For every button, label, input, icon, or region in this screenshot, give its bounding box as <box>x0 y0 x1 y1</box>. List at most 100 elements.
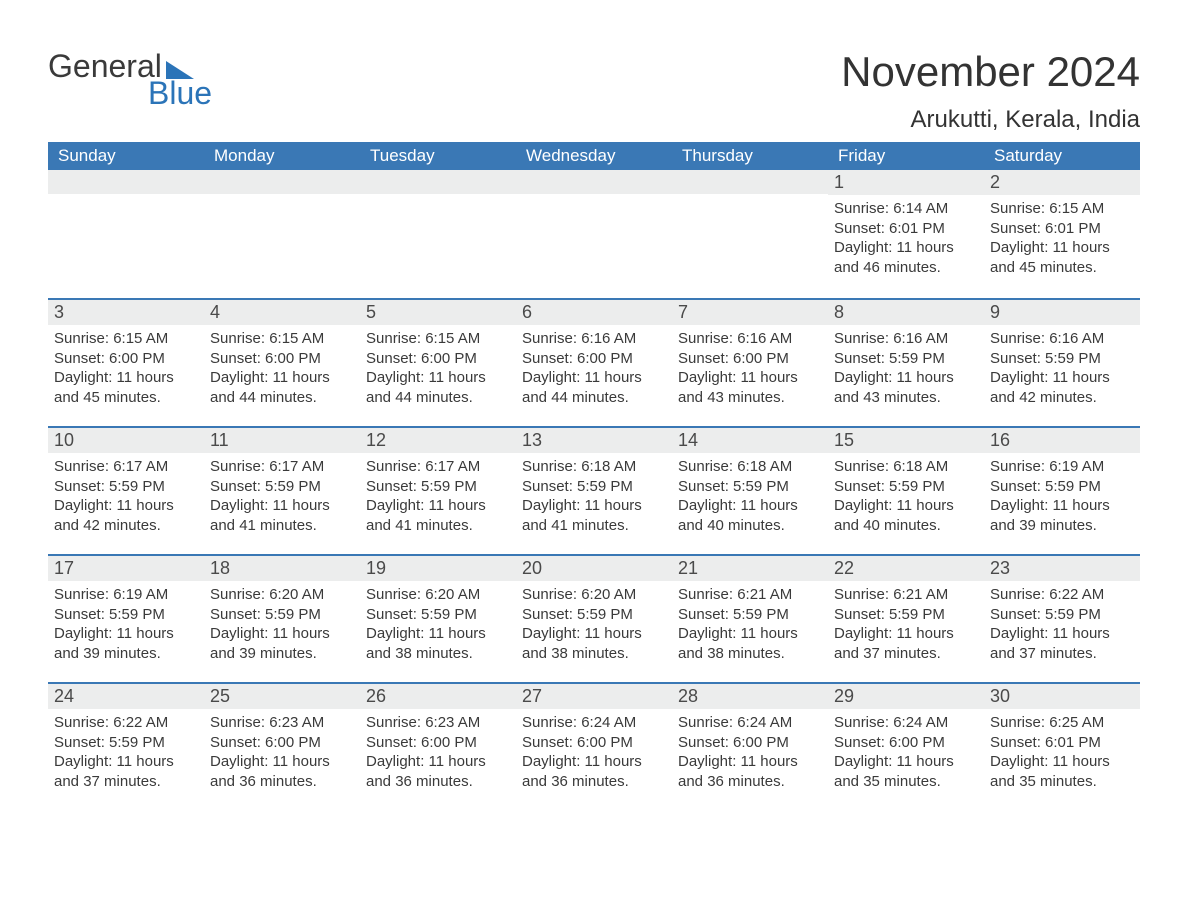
day-number: 27 <box>516 682 672 709</box>
day-details: Sunrise: 6:22 AMSunset: 5:59 PMDaylight:… <box>48 709 204 791</box>
daylight-text: Daylight: 11 hours and 38 minutes. <box>366 624 510 663</box>
day-number: 21 <box>672 554 828 581</box>
daylight-text: Daylight: 11 hours and 38 minutes. <box>522 624 666 663</box>
sunset-text: Sunset: 5:59 PM <box>54 733 198 753</box>
sunrise-text: Sunrise: 6:15 AM <box>210 329 354 349</box>
day-number: 12 <box>360 426 516 453</box>
calendar-head: SundayMondayTuesdayWednesdayThursdayFrid… <box>48 142 1140 170</box>
daylight-text: Daylight: 11 hours and 41 minutes. <box>522 496 666 535</box>
day-number: 28 <box>672 682 828 709</box>
day-details: Sunrise: 6:24 AMSunset: 6:00 PMDaylight:… <box>828 709 984 791</box>
sunset-text: Sunset: 6:01 PM <box>990 219 1134 239</box>
calendar-page: General Blue November 2024 Arukutti, Ker… <box>0 0 1188 850</box>
logo-text-general: General <box>48 48 162 85</box>
day-details: Sunrise: 6:21 AMSunset: 5:59 PMDaylight:… <box>672 581 828 663</box>
calendar-cell: 1Sunrise: 6:14 AMSunset: 6:01 PMDaylight… <box>828 170 984 298</box>
day-details: Sunrise: 6:25 AMSunset: 6:01 PMDaylight:… <box>984 709 1140 791</box>
day-number: 7 <box>672 298 828 325</box>
sunset-text: Sunset: 5:59 PM <box>678 477 822 497</box>
weekday-header: Thursday <box>672 142 828 170</box>
calendar-cell: 26Sunrise: 6:23 AMSunset: 6:00 PMDayligh… <box>360 682 516 810</box>
day-details: Sunrise: 6:18 AMSunset: 5:59 PMDaylight:… <box>516 453 672 535</box>
header-row: General Blue November 2024 Arukutti, Ker… <box>48 48 1140 134</box>
calendar-cell: 5Sunrise: 6:15 AMSunset: 6:00 PMDaylight… <box>360 298 516 426</box>
daylight-text: Daylight: 11 hours and 35 minutes. <box>990 752 1134 791</box>
calendar-cell <box>516 170 672 298</box>
day-details: Sunrise: 6:15 AMSunset: 6:00 PMDaylight:… <box>360 325 516 407</box>
calendar-cell: 20Sunrise: 6:20 AMSunset: 5:59 PMDayligh… <box>516 554 672 682</box>
day-number: 23 <box>984 554 1140 581</box>
sunset-text: Sunset: 6:00 PM <box>522 349 666 369</box>
calendar-cell: 22Sunrise: 6:21 AMSunset: 5:59 PMDayligh… <box>828 554 984 682</box>
day-number: 3 <box>48 298 204 325</box>
daylight-text: Daylight: 11 hours and 36 minutes. <box>522 752 666 791</box>
sunrise-text: Sunrise: 6:17 AM <box>54 457 198 477</box>
calendar-cell: 13Sunrise: 6:18 AMSunset: 5:59 PMDayligh… <box>516 426 672 554</box>
daylight-text: Daylight: 11 hours and 36 minutes. <box>678 752 822 791</box>
day-details: Sunrise: 6:19 AMSunset: 5:59 PMDaylight:… <box>984 453 1140 535</box>
weekday-header: Sunday <box>48 142 204 170</box>
day-details: Sunrise: 6:17 AMSunset: 5:59 PMDaylight:… <box>360 453 516 535</box>
day-number: 29 <box>828 682 984 709</box>
sunset-text: Sunset: 5:59 PM <box>210 477 354 497</box>
day-number: 13 <box>516 426 672 453</box>
calendar-week-row: 10Sunrise: 6:17 AMSunset: 5:59 PMDayligh… <box>48 426 1140 554</box>
logo-text-blue: Blue <box>148 75 212 112</box>
weekday-header: Saturday <box>984 142 1140 170</box>
sunset-text: Sunset: 5:59 PM <box>990 349 1134 369</box>
sunset-text: Sunset: 6:00 PM <box>678 733 822 753</box>
calendar-cell: 9Sunrise: 6:16 AMSunset: 5:59 PMDaylight… <box>984 298 1140 426</box>
calendar-cell: 27Sunrise: 6:24 AMSunset: 6:00 PMDayligh… <box>516 682 672 810</box>
daylight-text: Daylight: 11 hours and 38 minutes. <box>678 624 822 663</box>
calendar-body: 1Sunrise: 6:14 AMSunset: 6:01 PMDaylight… <box>48 170 1140 810</box>
calendar-cell: 6Sunrise: 6:16 AMSunset: 6:00 PMDaylight… <box>516 298 672 426</box>
daylight-text: Daylight: 11 hours and 44 minutes. <box>522 368 666 407</box>
sunset-text: Sunset: 5:59 PM <box>522 605 666 625</box>
day-details: Sunrise: 6:15 AMSunset: 6:01 PMDaylight:… <box>984 195 1140 277</box>
title-month: November 2024 <box>841 48 1140 96</box>
weekday-header: Tuesday <box>360 142 516 170</box>
sunrise-text: Sunrise: 6:23 AM <box>366 713 510 733</box>
day-details: Sunrise: 6:19 AMSunset: 5:59 PMDaylight:… <box>48 581 204 663</box>
day-details: Sunrise: 6:22 AMSunset: 5:59 PMDaylight:… <box>984 581 1140 663</box>
sunset-text: Sunset: 5:59 PM <box>834 605 978 625</box>
sunrise-text: Sunrise: 6:18 AM <box>834 457 978 477</box>
sunrise-text: Sunrise: 6:19 AM <box>54 585 198 605</box>
daylight-text: Daylight: 11 hours and 37 minutes. <box>54 752 198 791</box>
calendar-cell: 21Sunrise: 6:21 AMSunset: 5:59 PMDayligh… <box>672 554 828 682</box>
sunset-text: Sunset: 5:59 PM <box>54 605 198 625</box>
sunrise-text: Sunrise: 6:16 AM <box>522 329 666 349</box>
weekday-header: Monday <box>204 142 360 170</box>
calendar-week-row: 17Sunrise: 6:19 AMSunset: 5:59 PMDayligh… <box>48 554 1140 682</box>
calendar-cell: 18Sunrise: 6:20 AMSunset: 5:59 PMDayligh… <box>204 554 360 682</box>
daylight-text: Daylight: 11 hours and 45 minutes. <box>990 238 1134 277</box>
sunset-text: Sunset: 5:59 PM <box>522 477 666 497</box>
calendar-cell: 3Sunrise: 6:15 AMSunset: 6:00 PMDaylight… <box>48 298 204 426</box>
day-details: Sunrise: 6:15 AMSunset: 6:00 PMDaylight:… <box>48 325 204 407</box>
daylight-text: Daylight: 11 hours and 46 minutes. <box>834 238 978 277</box>
calendar-cell: 14Sunrise: 6:18 AMSunset: 5:59 PMDayligh… <box>672 426 828 554</box>
day-number: 4 <box>204 298 360 325</box>
sunrise-text: Sunrise: 6:22 AM <box>990 585 1134 605</box>
day-details: Sunrise: 6:17 AMSunset: 5:59 PMDaylight:… <box>48 453 204 535</box>
day-number: 20 <box>516 554 672 581</box>
day-number: 18 <box>204 554 360 581</box>
daylight-text: Daylight: 11 hours and 37 minutes. <box>990 624 1134 663</box>
sunrise-text: Sunrise: 6:22 AM <box>54 713 198 733</box>
daylight-text: Daylight: 11 hours and 43 minutes. <box>678 368 822 407</box>
sunset-text: Sunset: 6:01 PM <box>834 219 978 239</box>
day-details: Sunrise: 6:23 AMSunset: 6:00 PMDaylight:… <box>360 709 516 791</box>
day-number: 19 <box>360 554 516 581</box>
day-details: Sunrise: 6:20 AMSunset: 5:59 PMDaylight:… <box>516 581 672 663</box>
calendar-cell: 8Sunrise: 6:16 AMSunset: 5:59 PMDaylight… <box>828 298 984 426</box>
day-details: Sunrise: 6:14 AMSunset: 6:01 PMDaylight:… <box>828 195 984 277</box>
calendar-cell: 19Sunrise: 6:20 AMSunset: 5:59 PMDayligh… <box>360 554 516 682</box>
weekday-row: SundayMondayTuesdayWednesdayThursdayFrid… <box>48 142 1140 170</box>
daylight-text: Daylight: 11 hours and 39 minutes. <box>210 624 354 663</box>
daylight-text: Daylight: 11 hours and 41 minutes. <box>210 496 354 535</box>
sunrise-text: Sunrise: 6:21 AM <box>834 585 978 605</box>
sunset-text: Sunset: 6:00 PM <box>678 349 822 369</box>
sunset-text: Sunset: 6:00 PM <box>834 733 978 753</box>
daylight-text: Daylight: 11 hours and 45 minutes. <box>54 368 198 407</box>
sunset-text: Sunset: 6:01 PM <box>990 733 1134 753</box>
